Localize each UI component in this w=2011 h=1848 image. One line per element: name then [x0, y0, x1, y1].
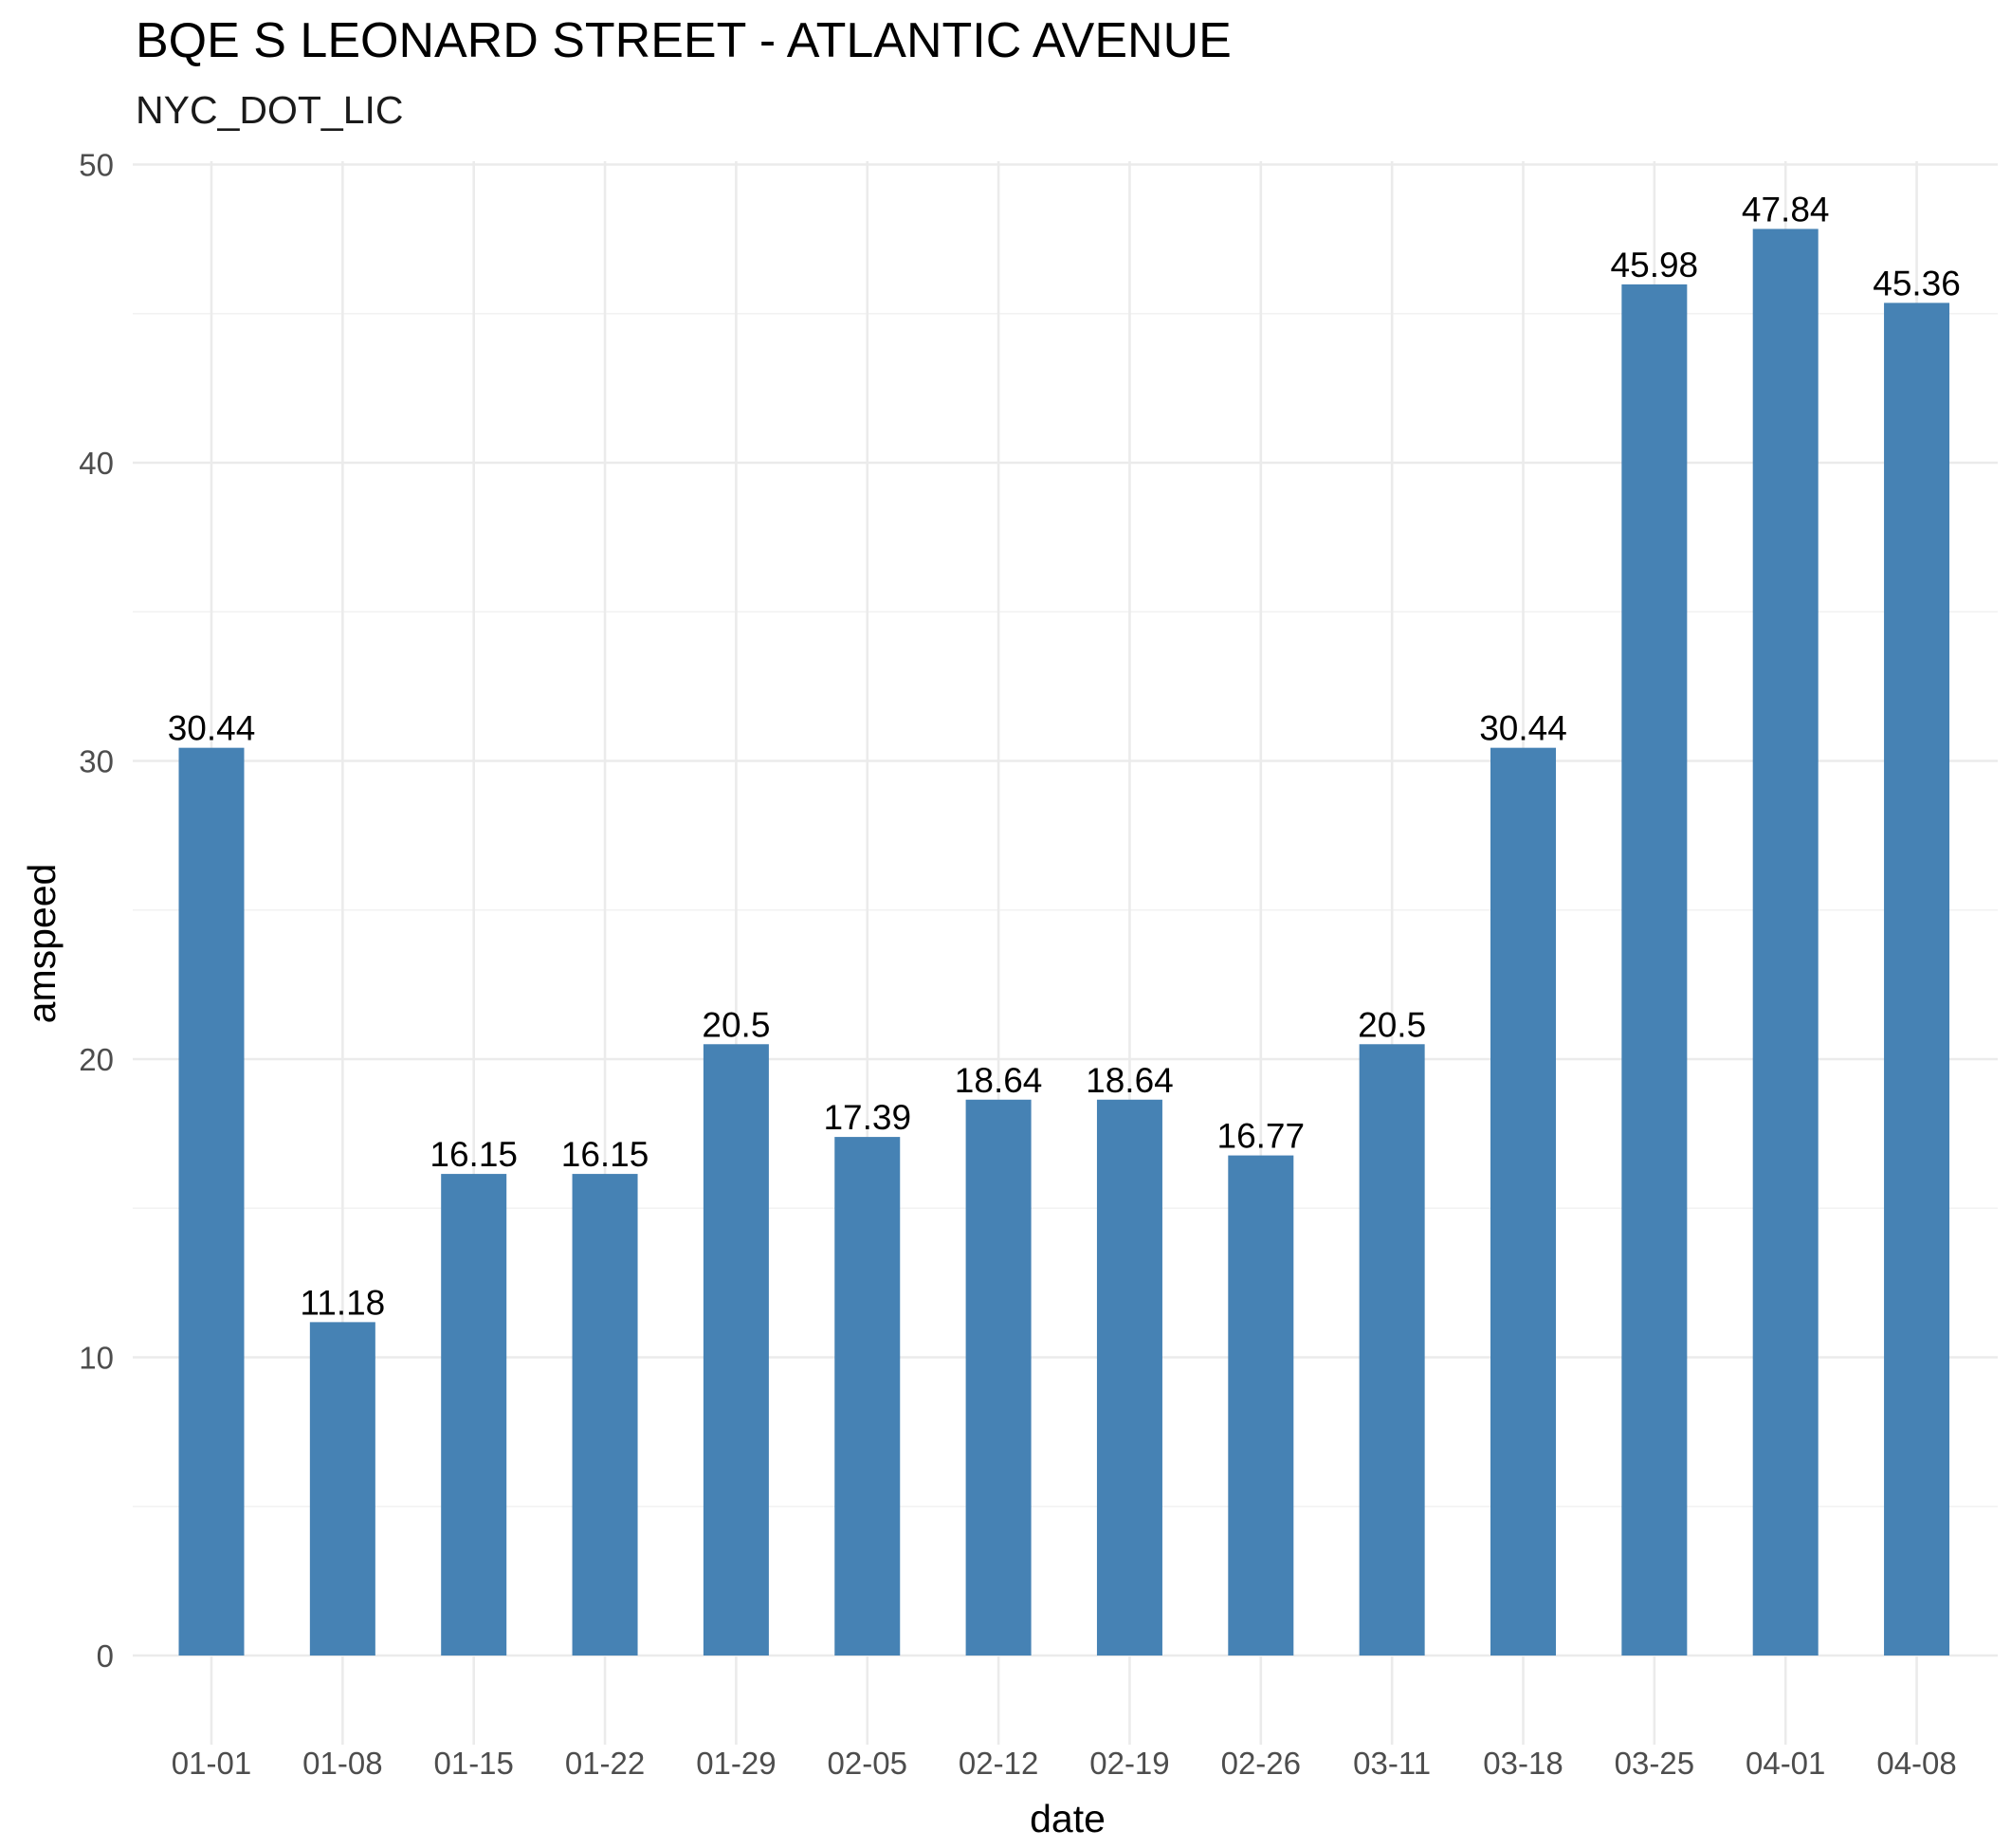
bar — [1096, 1099, 1162, 1656]
y-tick-label: 0 — [97, 1638, 114, 1674]
x-tick-label: 01-15 — [433, 1746, 513, 1781]
bars — [178, 229, 1950, 1656]
y-tick-label: 30 — [79, 744, 114, 779]
x-tick-label: 02-19 — [1089, 1746, 1169, 1781]
x-tick-label: 03-18 — [1483, 1746, 1563, 1781]
bar — [1884, 302, 1950, 1656]
bar — [178, 747, 245, 1656]
bar — [834, 1137, 901, 1656]
y-tick-label: 20 — [79, 1042, 114, 1077]
x-tick-label: 02-26 — [1221, 1746, 1301, 1781]
x-tick-label: 02-12 — [959, 1746, 1038, 1781]
bar — [441, 1174, 507, 1656]
x-tick-label: 03-25 — [1615, 1746, 1694, 1781]
x-axis-tick-labels: 01-01 01-08 01-15 01-22 01-29 02-05 02-12 02-19… — [172, 1746, 1957, 1781]
x-tick-label: 02-05 — [828, 1746, 907, 1781]
y-axis-title: amspeed — [20, 864, 64, 1024]
x-axis-title: date — [1030, 1797, 1106, 1840]
bar — [1228, 1155, 1294, 1656]
y-tick-label: 50 — [79, 148, 114, 183]
bar-value-label: 45.98 — [1611, 246, 1699, 284]
x-tick-label: 01-29 — [696, 1746, 776, 1781]
chart-subtitle: NYC_DOT_LIC — [136, 88, 404, 132]
bar-value-label: 20.5 — [1358, 1005, 1426, 1044]
bar — [1490, 747, 1556, 1656]
bar-value-labels: 30.44 11.18 16.15 16.15 20.5 17.39 18.64 18.64 1… — [168, 190, 1961, 1322]
x-tick-label: 04-01 — [1746, 1746, 1825, 1781]
bar-value-label: 18.64 — [955, 1061, 1043, 1100]
bar — [965, 1099, 1032, 1656]
chart-title: BQE S LEONARD STREET - ATLANTIC AVENUE — [136, 13, 1232, 68]
bar — [703, 1044, 769, 1656]
bar-value-label: 30.44 — [1479, 709, 1567, 748]
bar-value-label: 11.18 — [300, 1283, 385, 1322]
bar-value-label: 18.64 — [1086, 1061, 1174, 1100]
x-tick-label: 01-01 — [172, 1746, 251, 1781]
bar — [1621, 284, 1688, 1656]
bar — [572, 1174, 638, 1656]
bar-value-label: 17.39 — [823, 1098, 911, 1137]
x-tick-label: 01-08 — [302, 1746, 382, 1781]
bar-value-label: 20.5 — [702, 1005, 770, 1044]
bar — [1752, 229, 1819, 1656]
y-tick-label: 10 — [79, 1341, 114, 1376]
bar-value-label: 47.84 — [1742, 190, 1830, 229]
bar-value-label: 45.36 — [1873, 264, 1961, 302]
bar-value-label: 16.15 — [430, 1135, 518, 1174]
x-tick-label: 01-22 — [565, 1746, 645, 1781]
y-axis-tick-labels: 0 10 20 30 40 50 — [79, 148, 114, 1674]
bar-value-label: 16.77 — [1217, 1117, 1306, 1156]
x-tick-label: 03-11 — [1353, 1746, 1431, 1781]
y-tick-label: 40 — [79, 446, 114, 481]
bar — [1359, 1044, 1425, 1656]
bar-value-label: 30.44 — [168, 709, 256, 748]
x-tick-label: 04-08 — [1876, 1746, 1956, 1781]
grid-lines — [133, 161, 1998, 1745]
bar — [309, 1322, 375, 1656]
bar-value-label: 16.15 — [561, 1135, 649, 1174]
